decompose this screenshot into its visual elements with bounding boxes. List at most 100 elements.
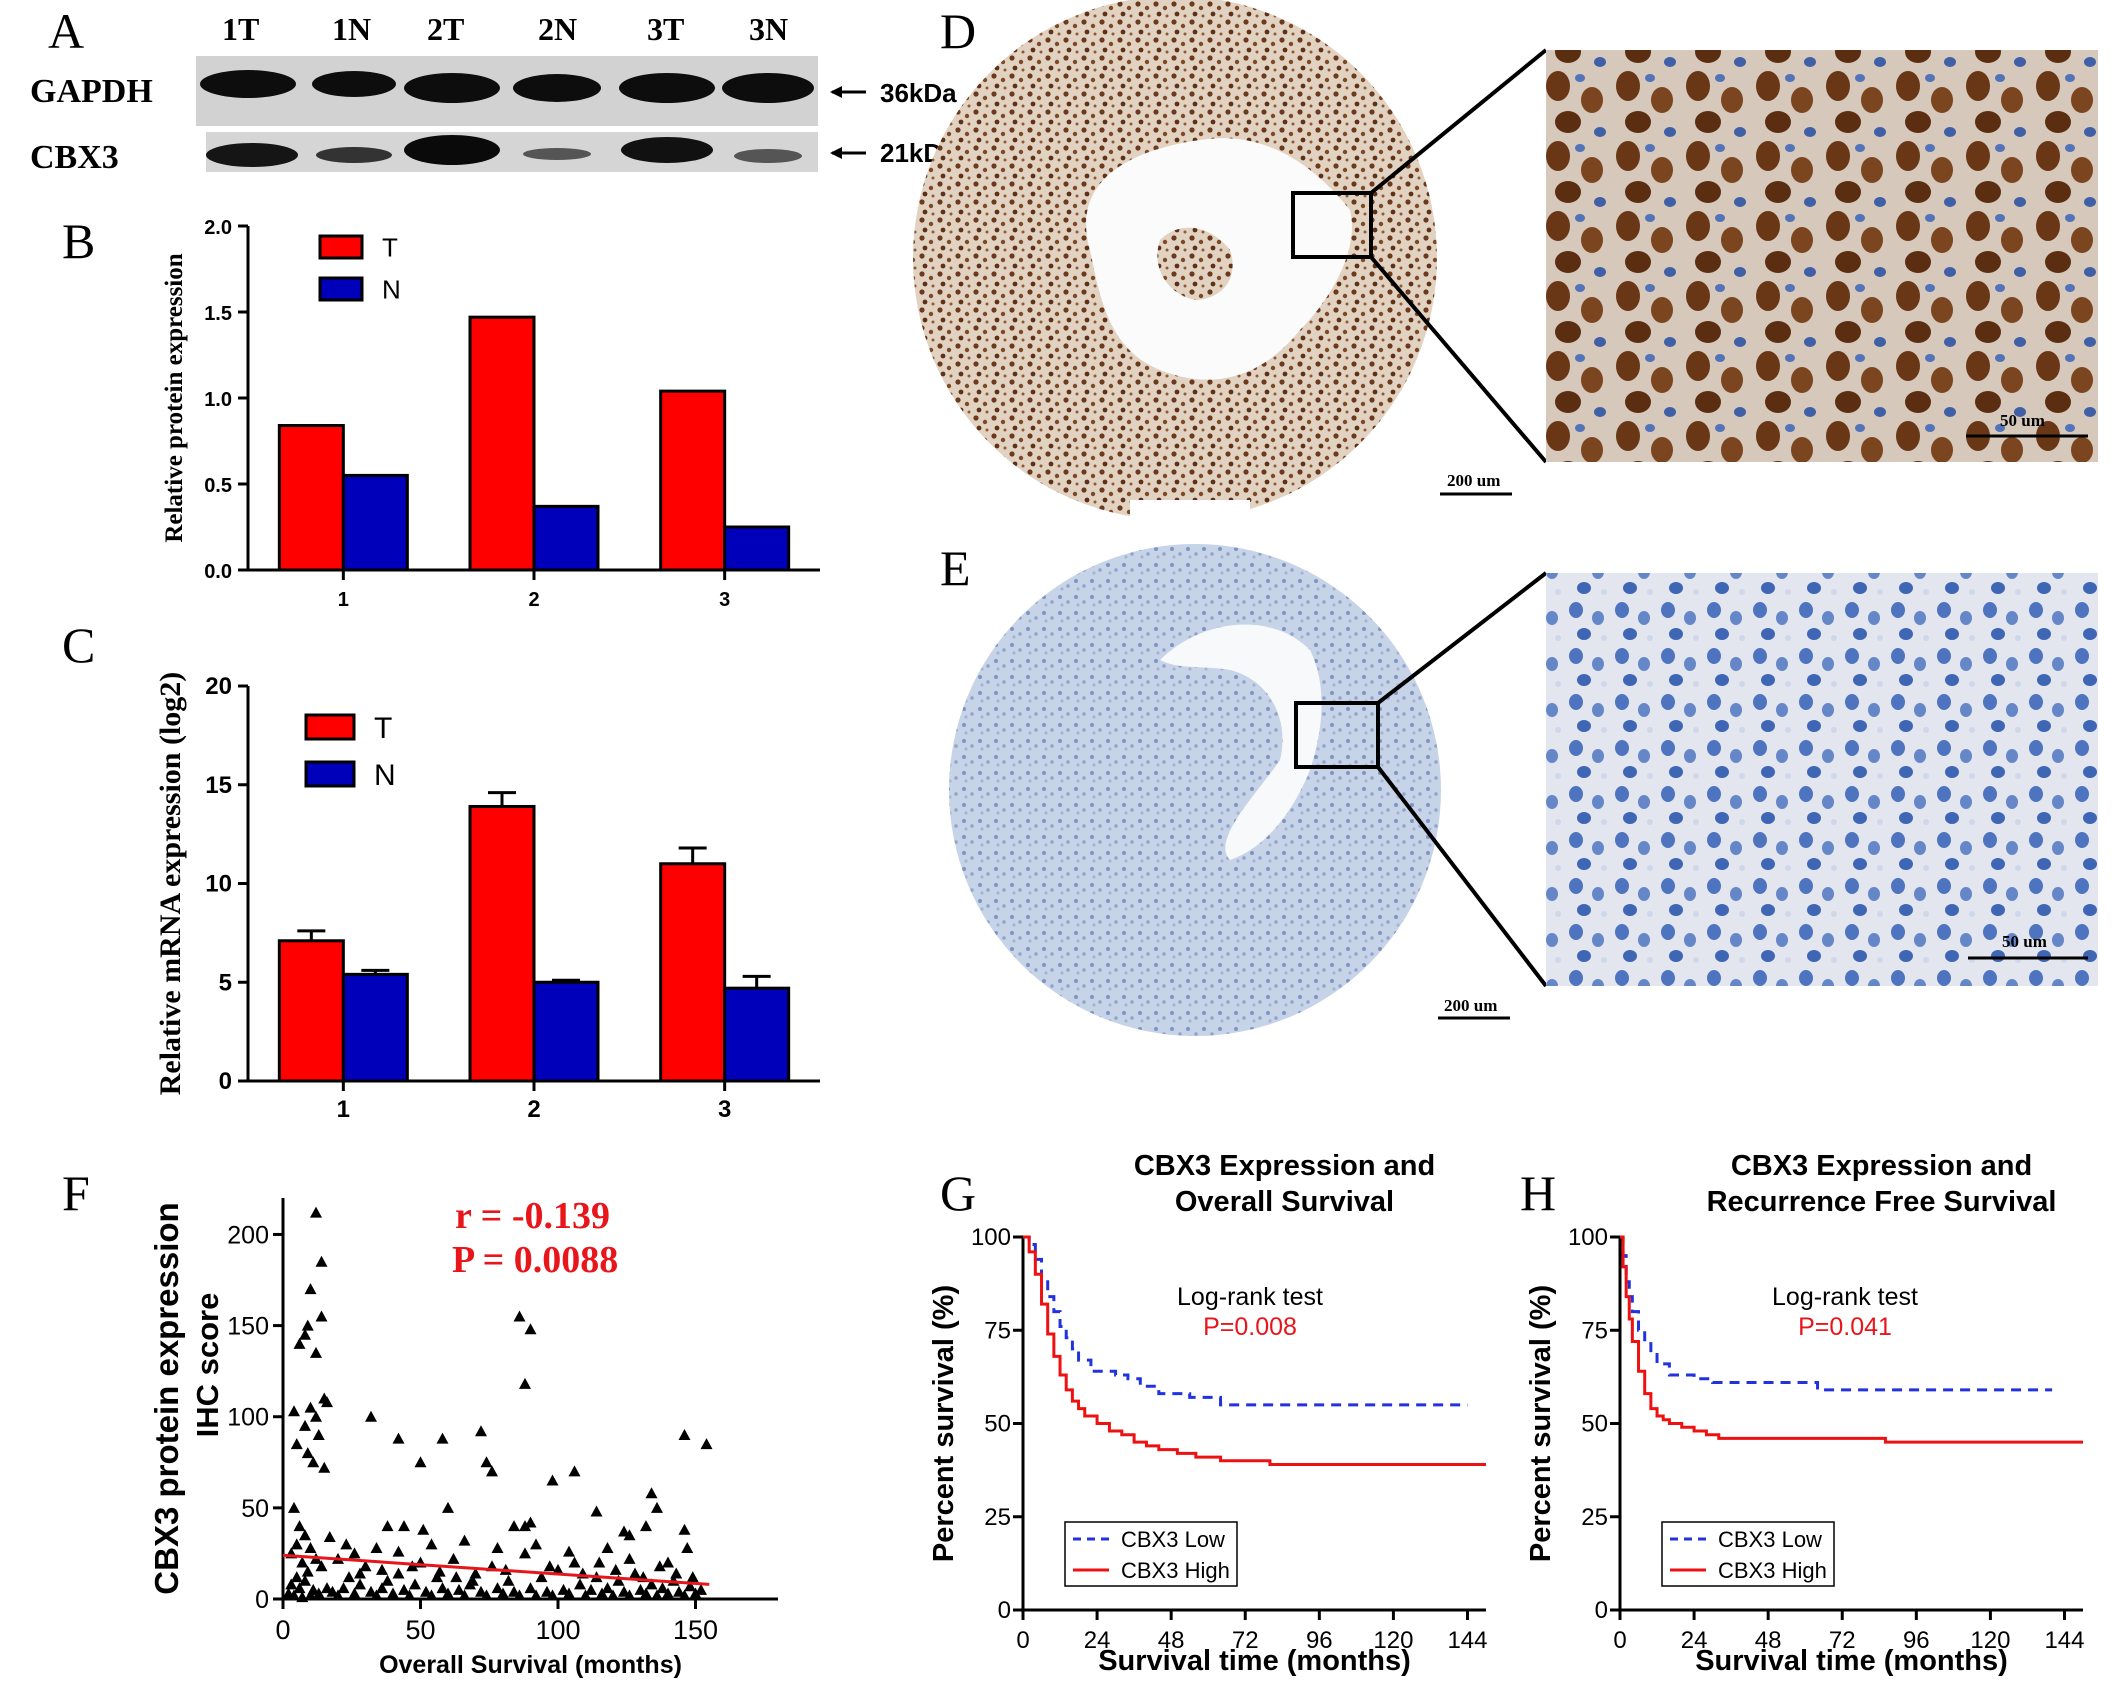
scatter-point <box>398 1520 410 1532</box>
survival-curve-low <box>1620 1235 2053 1392</box>
y-axis-title: Percent survival (%) <box>1525 1285 1557 1562</box>
correlation-p: P = 0.0088 <box>452 1239 618 1281</box>
scatter-point <box>359 1560 372 1572</box>
scatter-point <box>299 1529 311 1541</box>
scatter-point <box>678 1428 691 1440</box>
scatter-point <box>530 1538 542 1550</box>
blot-band <box>513 74 601 102</box>
y-tick-label: 0 <box>255 1586 269 1614</box>
x-tick-label: 0 <box>275 1615 290 1645</box>
scatter-point <box>312 1587 325 1599</box>
scatter-point <box>524 1582 537 1594</box>
scatter-point <box>299 1574 311 1586</box>
legend-label: CBX3 High <box>1718 1558 1827 1583</box>
scatter-point <box>293 1582 306 1594</box>
bar <box>341 972 409 1083</box>
scatter-point <box>323 1531 336 1543</box>
panel-g-letter: G <box>940 1165 976 1221</box>
y-tick-label: 15 <box>205 772 232 799</box>
x-tick-label: 144 <box>2044 1627 2084 1654</box>
scatter-point <box>563 1545 575 1557</box>
scatter-point <box>519 1547 531 1559</box>
scatter-point <box>310 1410 322 1422</box>
y-axis-title: CBX3 protein expression <box>148 1202 185 1594</box>
x-tick-label: 1 <box>338 589 349 611</box>
scatter-point <box>513 1310 526 1322</box>
x-tick-label: 2 <box>527 1096 540 1123</box>
scatter-point <box>535 1571 548 1583</box>
chart-title-line1: CBX3 Expression and <box>1731 1150 2032 1182</box>
bar <box>468 315 536 572</box>
scatter-point <box>403 1589 416 1601</box>
scatter-point <box>398 1583 410 1595</box>
x-tick-label: 50 <box>405 1615 435 1645</box>
blot-strip-gapdh <box>196 56 818 126</box>
blot-protein-cbx3: CBX3 <box>30 139 119 176</box>
scatter-point <box>288 1405 300 1417</box>
bar <box>277 424 345 572</box>
x-tick-label: 96 <box>1903 1627 1930 1654</box>
bar <box>532 980 600 1083</box>
scatter-point <box>343 1571 355 1583</box>
scatter-point <box>290 1571 303 1583</box>
x-tick-label: 3 <box>719 589 730 611</box>
scatter-point <box>593 1556 606 1568</box>
y-tick-label: 150 <box>227 1313 269 1341</box>
scatter-point <box>442 1501 454 1513</box>
chart-f: 0 50 100 150 200 0 50 100 150 Overall Survival (m… <box>148 1198 778 1679</box>
y-axis-title: Relative mRNA expression (log2) <box>154 672 187 1096</box>
blot-band <box>621 137 713 163</box>
logrank-p: P=0.041 <box>1798 1313 1892 1341</box>
panel-h: H CBX3 Expression and Recurrence Free Sur… <box>1520 1150 2085 1677</box>
scatter-point <box>409 1578 421 1590</box>
lane-label: 3T <box>647 11 684 47</box>
scatter-point <box>612 1574 625 1586</box>
y-tick-label: 10 <box>205 871 232 898</box>
scatter-point <box>601 1541 614 1553</box>
scatter-point <box>304 1283 317 1295</box>
lane-label: 3N <box>749 11 788 47</box>
cbx3-bands <box>206 135 802 167</box>
scatter-point <box>491 1582 504 1594</box>
scatter-point <box>450 1571 463 1583</box>
scatter-point <box>293 1337 306 1349</box>
blot-band <box>200 70 296 98</box>
scatter-point <box>502 1574 515 1586</box>
x-tick-label: 96 <box>1306 1627 1333 1654</box>
chart-c: 0 5 10 15 20 1 2 3 TN Relative mRNA expression (l… <box>154 672 820 1123</box>
y-tick-label: 75 <box>984 1317 1011 1344</box>
legend-label: CBX3 High <box>1121 1558 1230 1583</box>
scatter-point <box>370 1541 383 1553</box>
scatter-point <box>651 1589 663 1601</box>
scatter-point <box>546 1474 559 1486</box>
y-tick-label: 0 <box>1595 1597 1608 1624</box>
bar <box>468 804 536 1083</box>
panel-d: D 200 um 50 um <box>913 0 2098 530</box>
y-tick-label: 20 <box>205 673 232 700</box>
x-tick-label: 120 <box>1970 1627 2010 1654</box>
scatter-point <box>414 1456 427 1468</box>
scatter-point <box>288 1501 300 1513</box>
scatter-point <box>296 1556 309 1568</box>
y-axis-title-2: IHC score <box>190 1293 225 1438</box>
scatter-point <box>354 1578 366 1590</box>
scatter-point <box>623 1589 636 1601</box>
legend-swatch <box>318 276 364 302</box>
scatter-point <box>348 1587 361 1599</box>
scatter-point <box>392 1545 405 1557</box>
y-tick-label: 0.5 <box>204 475 232 497</box>
scatter-point <box>370 1589 383 1601</box>
scatter-point <box>337 1582 350 1594</box>
panel-e-letter: E <box>940 540 971 596</box>
scatter-point <box>348 1547 361 1559</box>
logrank-label: Log-rank test <box>1177 1283 1323 1311</box>
scatter-point <box>318 1461 331 1473</box>
scatter-point <box>387 1587 399 1599</box>
y-tick-label: 50 <box>241 1495 269 1523</box>
panel-h-letter: H <box>1520 1165 1556 1221</box>
y-tick-label: 2.0 <box>204 217 232 239</box>
scatter-point <box>436 1582 449 1594</box>
scatter-point <box>686 1571 699 1583</box>
correlation-r: r = -0.139 <box>455 1195 610 1237</box>
bar <box>723 525 791 572</box>
